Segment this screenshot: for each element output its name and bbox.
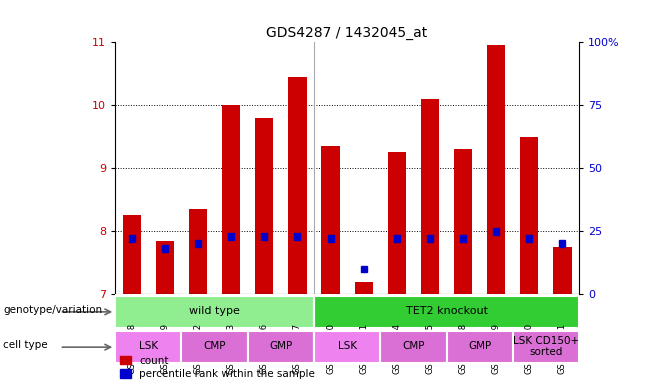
Bar bbox=[222, 105, 240, 294]
Text: wild type: wild type bbox=[189, 306, 240, 316]
Bar bbox=[460, 235, 466, 242]
Bar bbox=[328, 235, 334, 242]
Bar bbox=[355, 281, 373, 294]
Bar bbox=[115, 331, 182, 363]
Bar bbox=[261, 233, 267, 240]
Bar bbox=[526, 235, 532, 242]
Text: LSK: LSK bbox=[338, 341, 357, 351]
Bar bbox=[228, 233, 234, 240]
Text: TET2 knockout: TET2 knockout bbox=[405, 306, 488, 316]
Bar bbox=[487, 45, 505, 294]
Bar bbox=[361, 266, 367, 272]
Text: LSK: LSK bbox=[139, 341, 158, 351]
Bar bbox=[427, 235, 433, 242]
Text: genotype/variation: genotype/variation bbox=[3, 305, 103, 315]
Bar bbox=[247, 331, 314, 363]
Text: GMP: GMP bbox=[269, 341, 292, 351]
Bar bbox=[394, 235, 400, 242]
Bar bbox=[321, 146, 340, 294]
Bar bbox=[294, 233, 300, 240]
Bar bbox=[513, 331, 579, 363]
Bar bbox=[520, 137, 538, 294]
Bar bbox=[129, 235, 135, 242]
Bar bbox=[421, 99, 439, 294]
Text: cell type: cell type bbox=[3, 340, 48, 350]
Bar bbox=[388, 152, 406, 294]
Bar bbox=[447, 331, 513, 363]
Legend: count, percentile rank within the sample: count, percentile rank within the sample bbox=[120, 356, 315, 379]
Bar bbox=[314, 331, 380, 363]
Bar bbox=[162, 245, 168, 252]
Bar bbox=[182, 331, 247, 363]
Bar bbox=[553, 247, 572, 294]
Bar bbox=[156, 241, 174, 294]
Bar bbox=[115, 296, 314, 328]
Text: CMP: CMP bbox=[203, 341, 226, 351]
Text: LSK CD150+
sorted: LSK CD150+ sorted bbox=[513, 336, 579, 357]
Bar bbox=[288, 77, 307, 294]
Bar bbox=[195, 240, 201, 247]
Bar bbox=[314, 296, 579, 328]
Bar bbox=[255, 118, 273, 294]
Text: CMP: CMP bbox=[402, 341, 424, 351]
Bar bbox=[189, 209, 207, 294]
Title: GDS4287 / 1432045_at: GDS4287 / 1432045_at bbox=[266, 26, 428, 40]
Bar bbox=[122, 215, 141, 294]
Bar bbox=[454, 149, 472, 294]
Bar bbox=[380, 331, 447, 363]
Text: GMP: GMP bbox=[468, 341, 492, 351]
Bar bbox=[559, 240, 565, 247]
Bar bbox=[494, 228, 499, 235]
